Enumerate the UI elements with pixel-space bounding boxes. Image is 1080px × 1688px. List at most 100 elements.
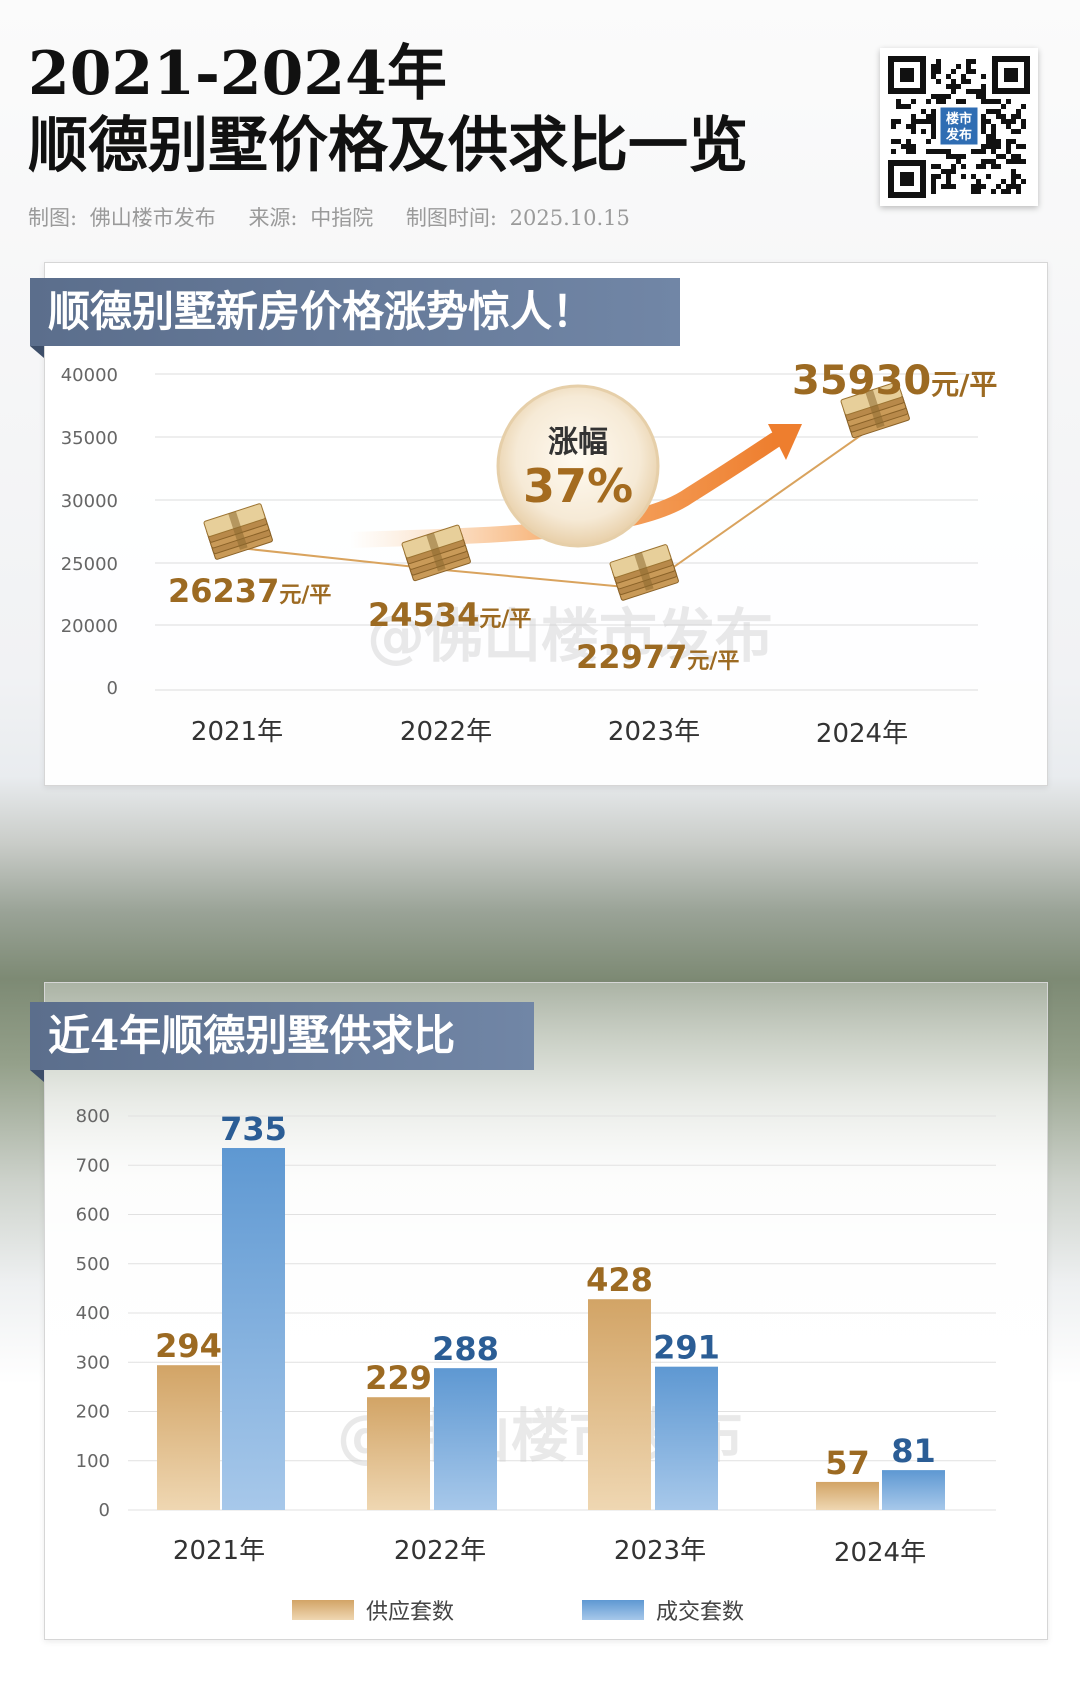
qr-module (1006, 189, 1011, 194)
deals-bar (655, 1366, 718, 1510)
qr-module (951, 164, 956, 169)
qr-module (921, 129, 926, 134)
qr-module (981, 94, 986, 99)
legend-supply: 供应套数 (292, 1594, 454, 1626)
qr-module (931, 189, 936, 194)
price-data-label: 24534元/平 (368, 596, 531, 634)
money-stack-icon (609, 544, 679, 601)
qr-module (911, 144, 916, 149)
price-y-tick: 40000 (61, 365, 118, 386)
deals-bar (882, 1470, 945, 1510)
qr-module (911, 129, 916, 134)
qr-module (931, 184, 936, 189)
qr-module (961, 174, 966, 179)
qr-module (986, 144, 991, 149)
qr-module (891, 119, 896, 124)
qr-module (1001, 114, 1006, 119)
qr-module (966, 89, 971, 94)
meta-source: 来源: 中指院 (248, 206, 374, 230)
deals-bar (222, 1148, 285, 1510)
qr-module (986, 134, 991, 139)
qr-module (1006, 159, 1011, 164)
qr-module (986, 139, 991, 144)
qr-module (936, 174, 941, 179)
price-data-label: 35930元/平 (792, 358, 997, 404)
qr-module (981, 144, 986, 149)
qr-module (946, 154, 951, 159)
qr-module (1021, 159, 1026, 164)
qr-module (936, 94, 941, 99)
qr-module (946, 179, 951, 184)
qr-module (951, 154, 956, 159)
qr-module (946, 174, 951, 179)
qr-module (906, 124, 911, 129)
qr-module (991, 139, 996, 144)
qr-module (946, 184, 951, 189)
qr-module (981, 129, 986, 134)
qr-module (896, 139, 901, 144)
qr-module (1021, 124, 1026, 129)
qr-module (991, 159, 996, 164)
qr-module (931, 74, 936, 79)
qr-module (936, 79, 941, 84)
qr-module (906, 139, 911, 144)
deals-bar-label: 735 (220, 1110, 287, 1148)
qr-module (981, 84, 986, 89)
qr-module (991, 109, 996, 114)
qr-module (951, 79, 956, 84)
qr-module (916, 119, 921, 124)
qr-module (996, 164, 1001, 169)
qr-module (971, 59, 976, 64)
qr-module (931, 109, 936, 114)
qr-module (991, 144, 996, 149)
qr-module (931, 179, 936, 184)
price-y-tick: 30000 (61, 491, 118, 512)
qr-module (996, 114, 1001, 119)
qr-module (906, 144, 911, 149)
qr-module (956, 159, 961, 164)
meta-time: 制图时间: 2025.10.15 (405, 206, 630, 230)
supply-x-label: 2022年 (394, 1536, 486, 1566)
qr-module (976, 94, 981, 99)
qr-module (981, 159, 986, 164)
qr-module (921, 119, 926, 124)
qr-module (976, 149, 981, 154)
supply-chart-title: 近4年顺德别墅供求比 (48, 1011, 456, 1060)
qr-module (991, 129, 996, 134)
money-stack-icon (401, 524, 471, 582)
qr-module (1016, 174, 1021, 179)
qr-module (896, 99, 901, 104)
qr-code-icon: 楼市 发布 (888, 56, 1030, 198)
qr-module (1016, 189, 1021, 194)
supply-y-tick: 800 (76, 1106, 110, 1127)
qr-module (951, 84, 956, 89)
supply-bar (367, 1397, 430, 1510)
qr-module (1021, 104, 1026, 109)
qr-module (971, 184, 976, 189)
qr-module (931, 134, 936, 139)
qr-module (936, 149, 941, 154)
qr-module (1021, 119, 1026, 124)
page-title: 2021-2024年 顺德别墅价格及供求比一览 (28, 38, 748, 182)
qr-module (926, 149, 931, 154)
qr-module (941, 149, 946, 154)
qr-module (1011, 114, 1016, 119)
price-line (236, 425, 875, 590)
qr-module (1011, 184, 1016, 189)
increase-value: 37% (523, 459, 633, 513)
qr-module (981, 124, 986, 129)
qr-module (956, 154, 961, 159)
price-chart-title: 顺德别墅新房价格涨势惊人！ (48, 287, 595, 336)
qr-module (896, 104, 901, 109)
qr-module (1011, 159, 1016, 164)
qr-module (991, 189, 996, 194)
qr-module (941, 94, 946, 99)
qr-module (911, 149, 916, 154)
qr-code[interactable]: 楼市 发布 (880, 48, 1038, 206)
supply-bar (816, 1481, 879, 1510)
qr-module (981, 184, 986, 189)
qr-module (1016, 129, 1021, 134)
qr-module (1006, 144, 1011, 149)
